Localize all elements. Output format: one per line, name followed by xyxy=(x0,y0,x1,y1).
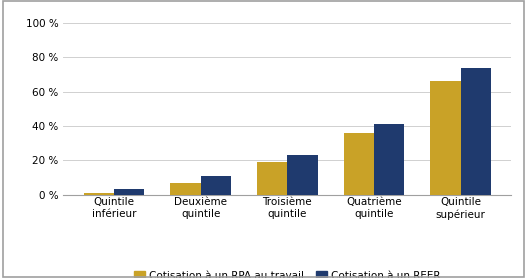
Legend: Cotisation à un RPA au travail, Cotisation à un REER: Cotisation à un RPA au travail, Cotisati… xyxy=(130,267,444,278)
Bar xyxy=(257,162,287,195)
Bar xyxy=(201,176,231,195)
Bar xyxy=(170,183,201,195)
Bar xyxy=(84,193,114,195)
Bar xyxy=(461,68,491,195)
Bar xyxy=(114,189,144,195)
Bar xyxy=(430,81,461,195)
Bar xyxy=(374,124,404,195)
Bar xyxy=(287,155,318,195)
Bar xyxy=(344,133,374,195)
